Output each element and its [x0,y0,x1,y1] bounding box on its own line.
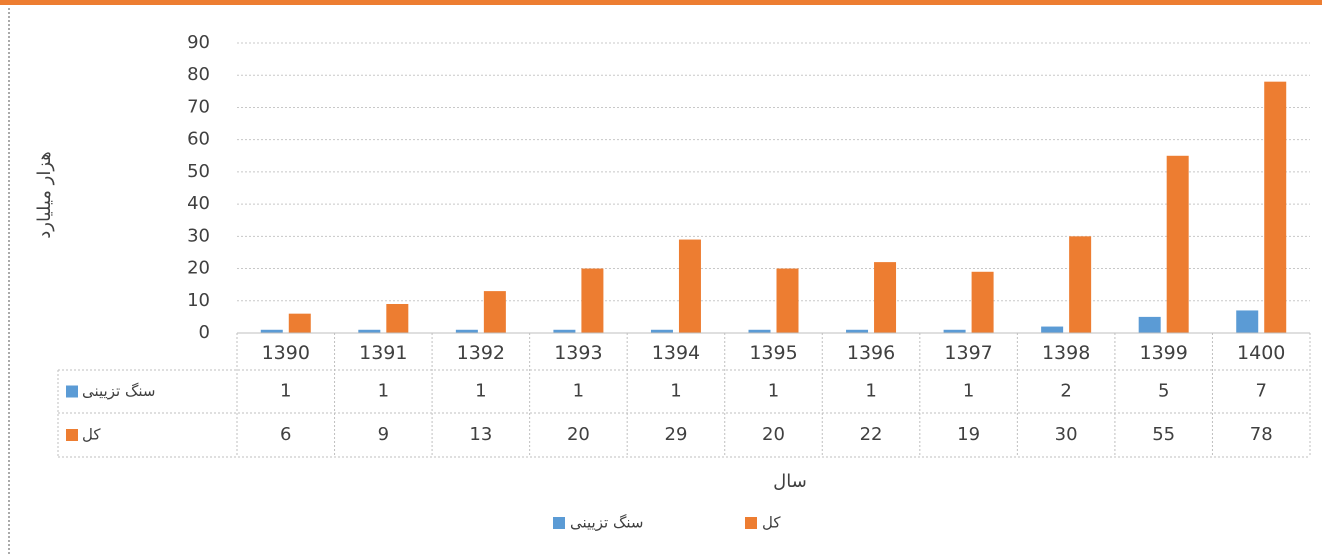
table-value: 6 [280,424,291,445]
x-tick-label: 1397 [944,342,992,364]
table-legend-key [66,385,78,398]
bar [386,304,409,333]
bar [846,329,869,333]
x-tick-label: 1393 [554,342,602,364]
bar [288,313,311,333]
table-legend-key [66,429,78,441]
y-tick-label: 90 [187,32,210,53]
y-tick-label: 60 [187,129,210,150]
x-tick-label: 1396 [847,342,895,364]
bar [455,329,478,333]
x-tick-label: 1399 [1140,342,1188,364]
table-value: 1 [768,381,779,402]
table-value: 1 [963,381,974,402]
table-series-name: کل [82,426,101,444]
bar [678,239,701,333]
table-value: 19 [957,424,980,445]
table-value: 20 [567,424,590,445]
bar [1166,155,1189,333]
y-tick-label: 10 [187,290,210,311]
bar [1041,326,1064,333]
table-value: 1 [865,381,876,402]
table-value: 1 [475,381,486,402]
y-tick-label: 0 [199,322,210,343]
x-tick-label: 1395 [749,342,797,364]
y-tick-label: 30 [187,225,210,246]
bar [358,329,381,333]
bar [943,329,966,333]
bar [581,268,604,333]
x-tick-label: 1391 [359,342,407,364]
x-axis-title: سال [773,471,807,492]
x-tick-label: 1398 [1042,342,1090,364]
x-tick-label: 1394 [652,342,700,364]
bar [483,291,506,333]
table-value: 78 [1250,424,1273,445]
y-tick-label: 80 [187,64,210,85]
y-tick-label: 50 [187,161,210,182]
table-value: 29 [665,424,688,445]
legend-key [553,517,565,529]
y-tick-label: 70 [187,96,210,117]
table-value: 30 [1055,424,1078,445]
bar [1069,236,1092,333]
bar [971,271,994,333]
y-tick-label: 40 [187,193,210,214]
legend-label: سنگ تزیینی [570,514,643,532]
bar [748,329,771,333]
bar [260,329,283,333]
y-axis-title: هزار میلیارد [34,151,55,239]
legend-label: کل [762,514,781,532]
bar [553,329,576,333]
x-tick-label: 1400 [1237,342,1285,364]
table-value: 1 [573,381,584,402]
bar [776,268,799,333]
legend-key [745,517,757,529]
table-series-name: سنگ تزیینی [82,382,155,400]
x-tick-label: 1390 [262,342,310,364]
table-value: 2 [1060,381,1071,402]
y-tick-label: 20 [187,258,210,279]
table-value: 1 [280,381,291,402]
bar [1138,316,1161,333]
table-value: 5 [1158,381,1169,402]
table-value: 1 [378,381,389,402]
bar [650,329,673,333]
table-value: 13 [469,424,492,445]
table-value: 9 [378,424,389,445]
x-tick-label: 1392 [457,342,505,364]
bar [874,262,897,333]
table-value: 22 [860,424,883,445]
bar [1264,81,1287,334]
table-value: 20 [762,424,785,445]
top-border [0,0,1322,5]
table-value: 1 [670,381,681,402]
table-value: 55 [1152,424,1175,445]
bar [1236,310,1259,333]
table-value: 7 [1256,381,1267,402]
